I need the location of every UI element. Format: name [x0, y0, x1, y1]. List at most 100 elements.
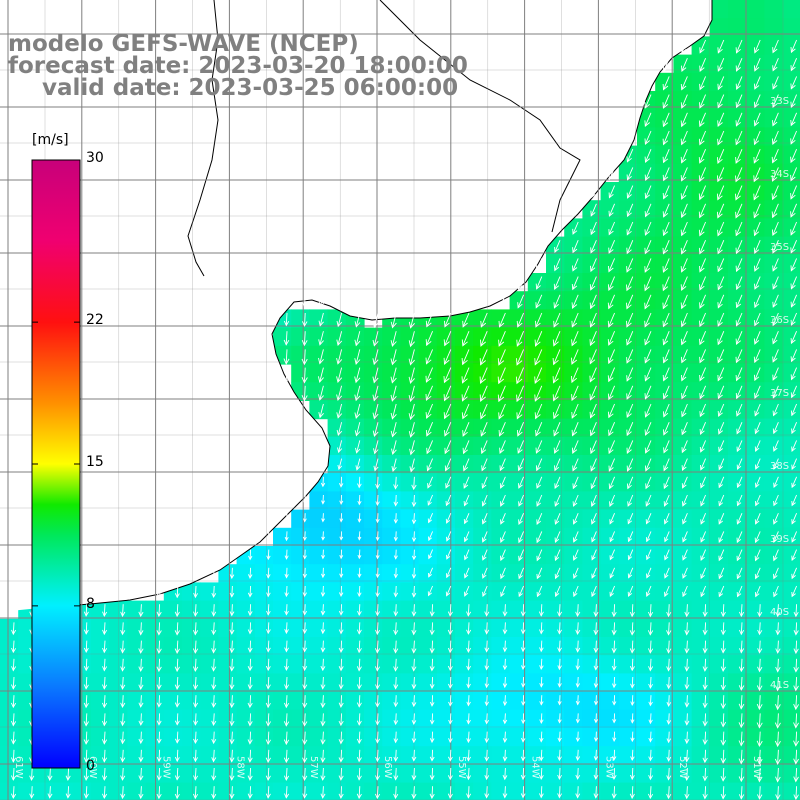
- wind-arrow: [466, 786, 472, 799]
- wind-arrow: [626, 276, 634, 292]
- wind-arrow: [754, 276, 761, 290]
- wind-arrow: [156, 658, 162, 673]
- wind-speed-cell: [291, 691, 310, 711]
- wind-speed-cell: [673, 473, 693, 492]
- wind-arrow: [536, 476, 543, 489]
- wind-arrow: [753, 112, 761, 127]
- wind-arrow: [553, 440, 561, 454]
- wind-speed-cell: [673, 691, 693, 711]
- wind-arrow: [65, 767, 71, 781]
- wind-speed-cell: [637, 455, 656, 474]
- wind-speed-cell: [236, 728, 256, 747]
- wind-speed-cell: [655, 764, 674, 784]
- wind-speed-cell: [746, 436, 765, 456]
- wind-arrow: [425, 367, 434, 383]
- wind-speed-cell: [618, 236, 638, 256]
- wind-arrow: [735, 58, 743, 72]
- wind-arrow: [699, 76, 707, 91]
- wind-arrow: [735, 349, 743, 364]
- wind-arrow: [735, 240, 743, 255]
- wind-arrow: [718, 476, 725, 489]
- wind-speed-cell: [236, 582, 256, 602]
- wind-speed-cell: [382, 582, 401, 602]
- wind-arrow: [283, 731, 290, 746]
- wind-speed-cell: [509, 782, 529, 800]
- wind-arrow: [717, 76, 725, 91]
- wind-speed-cell: [782, 400, 800, 420]
- wind-speed-cell: [564, 546, 583, 565]
- wind-speed-cell: [200, 764, 219, 784]
- wind-arrow: [229, 713, 235, 727]
- wind-speed-cell: [728, 400, 747, 420]
- wind-arrow: [411, 713, 417, 725]
- wind-speed-cell: [618, 436, 638, 456]
- wind-speed-cell: [600, 382, 620, 401]
- wind-speed-cell: [291, 600, 310, 620]
- wind-arrow: [393, 695, 399, 708]
- wind-speed-cell: [273, 600, 292, 620]
- wind-speed-cell: [618, 655, 638, 674]
- wind-arrow: [772, 240, 779, 254]
- wind-arrow: [611, 767, 617, 780]
- wind-speed-cell: [491, 618, 511, 638]
- wind-speed-cell: [637, 400, 656, 420]
- wind-arrow: [120, 622, 126, 636]
- wind-arrow: [644, 130, 652, 146]
- wind-arrow: [717, 112, 725, 127]
- wind-arrow: [608, 458, 616, 472]
- wind-arrow: [589, 349, 597, 365]
- wind-arrow: [775, 604, 781, 618]
- wind-speed-cell: [582, 527, 602, 547]
- wind-arrow: [700, 513, 707, 525]
- wind-arrow: [626, 458, 634, 472]
- wind-arrow: [266, 622, 271, 635]
- wind-arrow: [375, 604, 380, 617]
- wind-arrow: [320, 786, 326, 799]
- wind-speed-cell: [728, 618, 747, 638]
- wind-arrow: [229, 640, 235, 654]
- wind-speed-cell: [291, 709, 310, 729]
- wind-arrow: [607, 331, 616, 346]
- wind-arrow: [443, 385, 452, 402]
- wind-arrow: [102, 658, 108, 672]
- wind-speed-cell: [473, 455, 492, 474]
- wind-arrow: [553, 294, 561, 309]
- wind-speed-cell: [637, 728, 656, 747]
- wind-arrow: [591, 513, 597, 525]
- wind-arrow: [735, 203, 743, 219]
- wind-arrow: [265, 676, 271, 690]
- wind-arrow: [375, 531, 380, 542]
- wind-arrow: [790, 312, 798, 326]
- wind-arrow: [484, 695, 489, 707]
- wind-arrow: [718, 458, 725, 471]
- wind-arrow: [717, 312, 725, 327]
- wind-speed-cell: [600, 273, 620, 292]
- wind-arrow: [772, 312, 779, 327]
- wind-speed-cell: [746, 273, 765, 292]
- wind-speed-cell: [618, 291, 638, 310]
- wind-arrow: [446, 531, 452, 542]
- wind-speed-cell: [600, 236, 620, 256]
- wind-arrow: [498, 312, 506, 328]
- wind-arrow: [83, 640, 89, 653]
- wind-arrow: [611, 749, 617, 761]
- wind-arrow: [735, 331, 743, 346]
- wind-arrow: [702, 658, 708, 672]
- wind-speed-cell: [382, 782, 401, 800]
- wind-speed-cell: [327, 473, 347, 492]
- wind-arrow: [775, 622, 781, 636]
- wind-speed-cell: [709, 400, 729, 420]
- wind-speed-cell: [709, 655, 729, 674]
- wind-speed-cell: [36, 782, 56, 800]
- wind-speed-cell: [509, 655, 529, 674]
- wind-speed-cell: [345, 709, 365, 729]
- wind-arrow: [464, 549, 470, 561]
- wind-speed-cell: [436, 709, 456, 729]
- wind-speed-cell: [382, 691, 401, 711]
- wind-arrow: [720, 658, 726, 672]
- wind-speed-cell: [254, 546, 274, 565]
- wind-speed-cell: [527, 546, 547, 565]
- wind-speed-cell: [364, 782, 383, 800]
- wind-speed-cell: [254, 655, 274, 674]
- wind-arrow: [681, 422, 688, 436]
